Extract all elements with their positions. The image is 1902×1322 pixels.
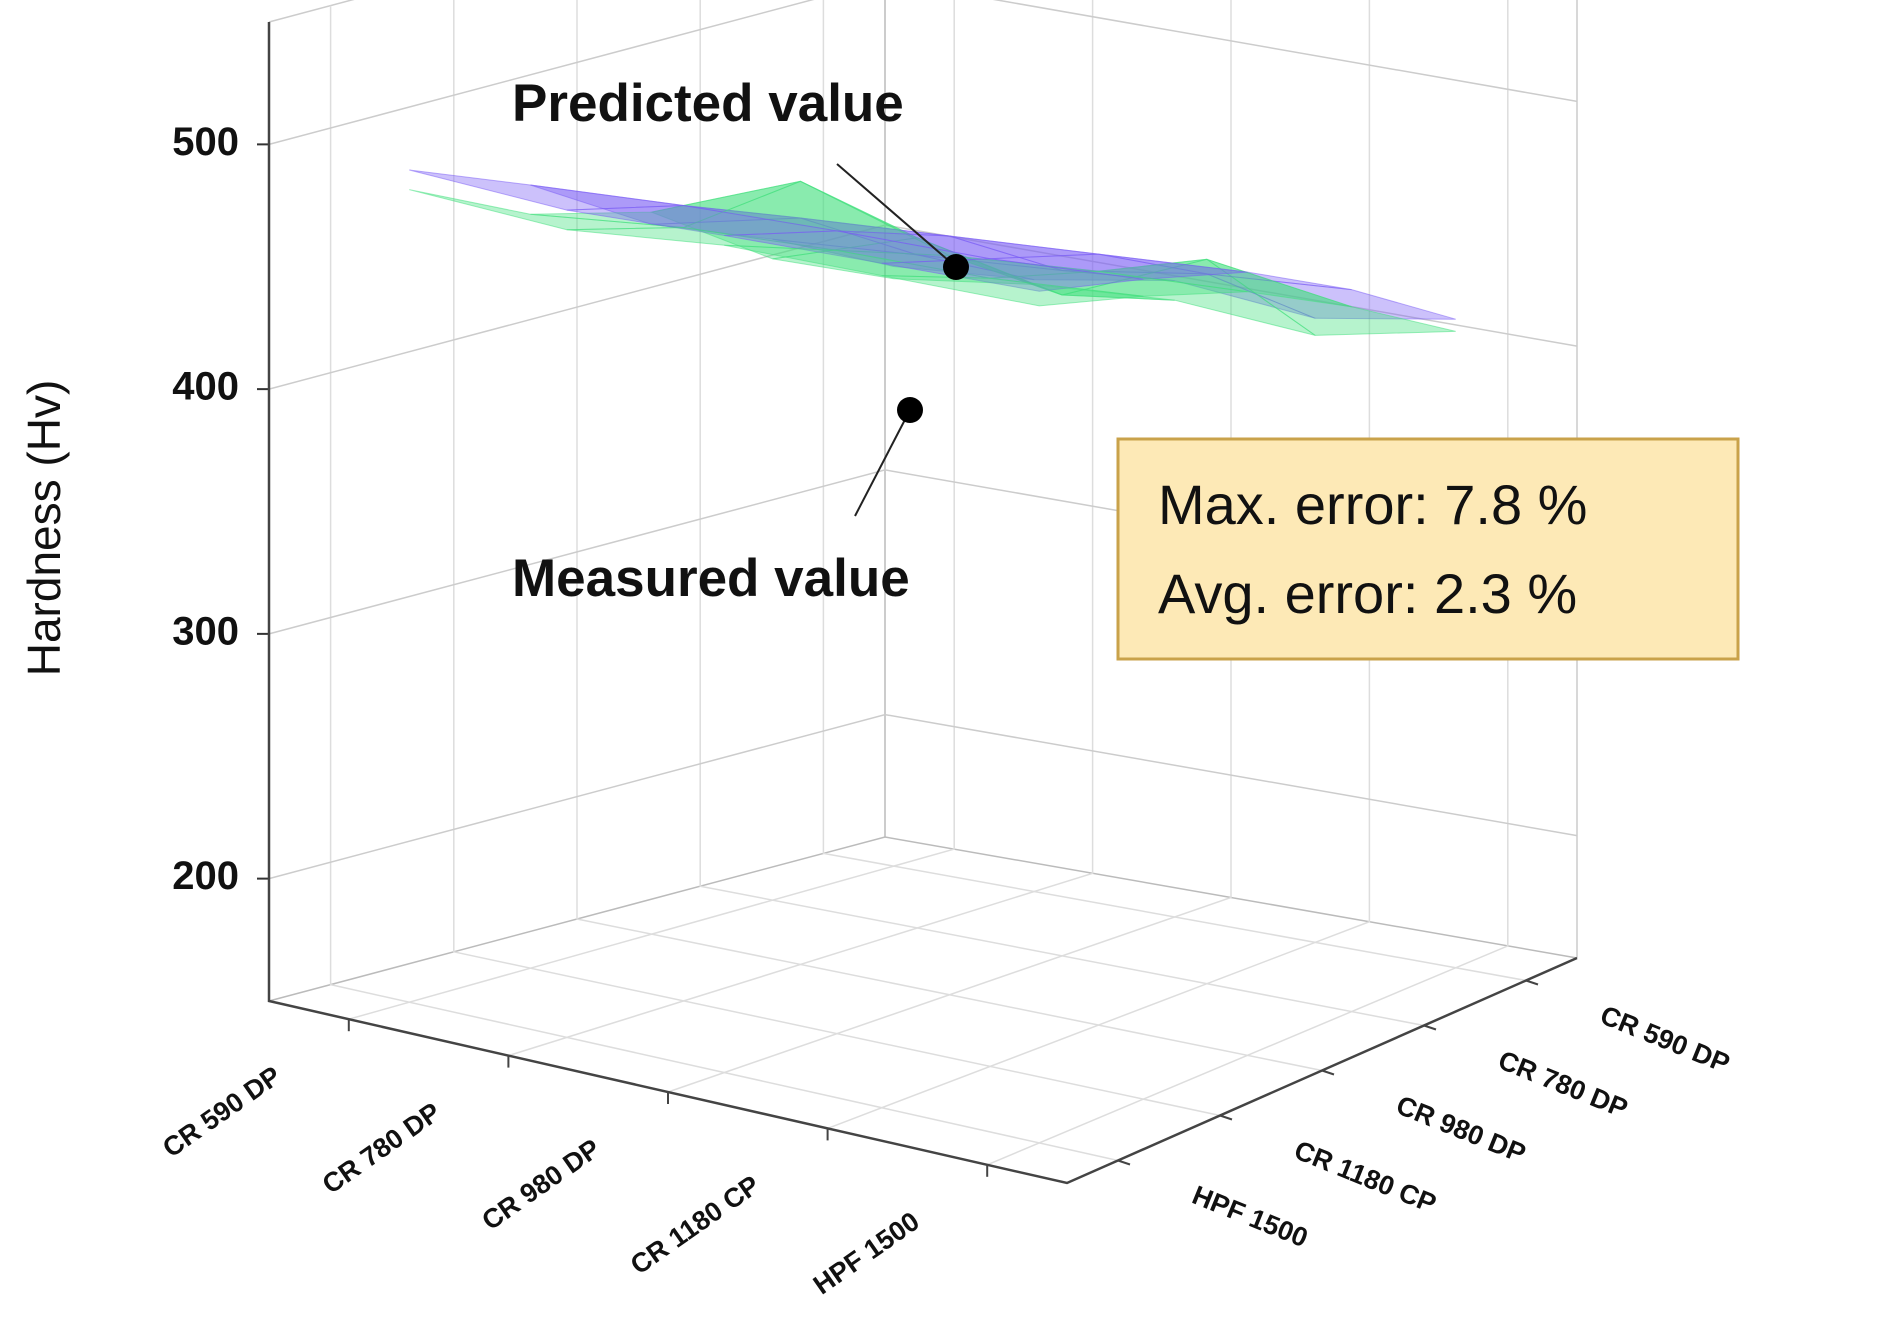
tick-mark bbox=[1321, 1069, 1335, 1076]
x-tick-label: CR 780 DP bbox=[317, 1097, 446, 1200]
grid-line bbox=[268, 0, 1578, 146]
pointer-dot bbox=[897, 397, 923, 423]
x-tick-label: CR 1180 CP bbox=[625, 1170, 765, 1281]
grid-line bbox=[453, 0, 1221, 1117]
tick-mark bbox=[1423, 1024, 1437, 1031]
grid-line bbox=[329, 5, 1119, 1162]
grid bbox=[257, 0, 1578, 1185]
surface-patch bbox=[881, 275, 1144, 307]
grid-line bbox=[508, 0, 1094, 1057]
series-annotation: Predicted value bbox=[512, 74, 904, 133]
grid-line bbox=[348, 0, 955, 1020]
grid-line bbox=[986, 0, 1509, 1166]
tick-mark bbox=[1117, 1159, 1131, 1166]
grid-line bbox=[699, 0, 1425, 1027]
annotation: Max. error: 7.8 % bbox=[1158, 473, 1587, 536]
wall-outline bbox=[268, 0, 355, 23]
grid-line bbox=[268, 713, 1578, 880]
z-axis-title: Hardness (Hv) bbox=[18, 380, 70, 677]
y-tick-label: CR 1180 CP bbox=[1290, 1135, 1440, 1219]
y-tick-label: HPF 1500 bbox=[1188, 1180, 1312, 1253]
x-tick-label: CR 980 DP bbox=[476, 1133, 605, 1236]
series-annotation: Measured value bbox=[512, 549, 910, 608]
y-tick-label: CR 780 DP bbox=[1494, 1045, 1632, 1124]
grid-line bbox=[667, 0, 1232, 1093]
y-tick-label: CR 980 DP bbox=[1392, 1090, 1530, 1169]
grid-line bbox=[576, 0, 1323, 1072]
leader-line bbox=[854, 409, 911, 517]
pointer-dot bbox=[943, 254, 969, 280]
z-tick-label: 500 bbox=[172, 120, 239, 164]
z-tick-label: 300 bbox=[172, 609, 239, 653]
tick-mark bbox=[1525, 979, 1539, 986]
surfaces bbox=[409, 169, 1456, 336]
y-tick-label: CR 590 DP bbox=[1596, 1000, 1734, 1079]
z-tick-label: 200 bbox=[172, 854, 239, 898]
z-tick-label: 400 bbox=[172, 365, 239, 409]
grid-line bbox=[827, 0, 1371, 1130]
surface-patch bbox=[409, 169, 684, 211]
tick-mark bbox=[1219, 1114, 1233, 1121]
floor-edge bbox=[268, 836, 1578, 1002]
x-tick-label: HPF 1500 bbox=[808, 1206, 925, 1300]
annotation: Avg. error: 2.3 % bbox=[1158, 562, 1577, 625]
x-tick-label: CR 590 DP bbox=[157, 1060, 286, 1163]
grid-line bbox=[822, 0, 1527, 982]
error-box bbox=[1116, 437, 1740, 661]
leader-line bbox=[836, 163, 957, 268]
